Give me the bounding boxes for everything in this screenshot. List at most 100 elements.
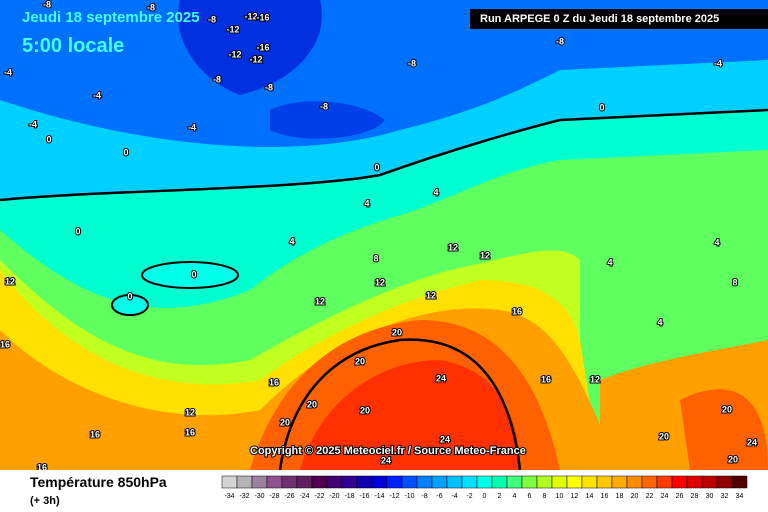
contour-label: 20 xyxy=(355,356,365,366)
contour-label: -12 xyxy=(244,11,257,21)
scale-swatch xyxy=(611,475,628,489)
contour-label: -4 xyxy=(188,122,196,132)
contour-label: 24 xyxy=(436,373,446,383)
contour-label: 12 xyxy=(426,290,436,300)
scale-label: -32 xyxy=(239,493,249,500)
map: Run ARPEGE 0 Z du Jeudi 18 septembre 202… xyxy=(0,0,768,473)
contour-label: 4 xyxy=(364,198,369,208)
contour-label: -16 xyxy=(256,42,269,52)
contour-label: 0 xyxy=(599,102,604,112)
scale-swatch xyxy=(371,475,388,489)
scale-swatch xyxy=(551,475,568,489)
scale-label: 28 xyxy=(691,493,699,500)
contour-label: 20 xyxy=(307,399,317,409)
contour-label: -8 xyxy=(265,82,273,92)
contour-label: 20 xyxy=(392,327,402,337)
scale-label: -14 xyxy=(374,493,384,500)
contour-label: -8 xyxy=(408,58,416,68)
scale-swatch xyxy=(296,475,313,489)
contour-label: 4 xyxy=(657,317,662,327)
contour-label: 8 xyxy=(732,277,737,287)
scale-label: 22 xyxy=(646,493,654,500)
scale-swatch xyxy=(536,475,553,489)
scale-swatch xyxy=(401,475,418,489)
scale-label: -12 xyxy=(389,493,399,500)
footer-subtitle: (+ 3h) xyxy=(30,495,60,507)
scale-label: -24 xyxy=(299,493,309,500)
scale-swatch xyxy=(566,475,583,489)
scale-swatch xyxy=(251,475,268,489)
scale-label: 16 xyxy=(601,493,609,500)
contour-label: 16 xyxy=(541,374,551,384)
scale-swatch xyxy=(641,475,658,489)
scale-label: -10 xyxy=(404,493,414,500)
contour-label: 20 xyxy=(659,431,669,441)
scale-label: 4 xyxy=(513,493,517,500)
scale-swatch xyxy=(581,475,598,489)
scale-label: 18 xyxy=(616,493,624,500)
scale-swatch xyxy=(356,475,373,489)
scale-swatch xyxy=(656,475,673,489)
contour-label: 4 xyxy=(607,257,612,267)
scale-swatch xyxy=(701,475,718,489)
scale-swatch xyxy=(671,475,688,489)
contour-label: -12 xyxy=(249,54,262,64)
scale-swatch xyxy=(281,475,298,489)
contour-label: 24 xyxy=(440,434,450,444)
scale-label: 30 xyxy=(706,493,714,500)
scale-swatch xyxy=(326,475,343,489)
contour-label: 0 xyxy=(374,162,379,172)
contour-label: 4 xyxy=(714,237,719,247)
contour-label: 12 xyxy=(480,250,490,260)
scale-label: -22 xyxy=(314,493,324,500)
scale-label: -20 xyxy=(329,493,339,500)
contour-label: 16 xyxy=(90,429,100,439)
contour-label: -4 xyxy=(4,67,12,77)
scale-swatch xyxy=(266,475,283,489)
scale-label: 24 xyxy=(661,493,669,500)
scale-label: 34 xyxy=(736,493,744,500)
contour-label: -8 xyxy=(147,2,155,12)
contour-label: -12 xyxy=(226,24,239,34)
scale-swatch xyxy=(476,475,493,489)
scale-label: -26 xyxy=(284,493,294,500)
contour-label: 8 xyxy=(373,253,378,263)
contour-label: 4 xyxy=(289,236,294,246)
scale-swatch xyxy=(311,475,328,489)
contour-label: 16 xyxy=(185,427,195,437)
scale-swatch xyxy=(341,475,358,489)
contour-label: -4 xyxy=(714,58,722,68)
contour-label: 12 xyxy=(590,374,600,384)
scale-label: -34 xyxy=(224,493,234,500)
map-time: 5:00 locale xyxy=(22,35,124,57)
scale-label: -30 xyxy=(254,493,264,500)
scale-swatch xyxy=(521,475,538,489)
scale-swatch xyxy=(446,475,463,489)
contour-label: -8 xyxy=(208,14,216,24)
scale-swatch xyxy=(461,475,478,489)
scale-label: -6 xyxy=(436,493,442,500)
scale-swatch xyxy=(431,475,448,489)
contour-label: 24 xyxy=(747,437,757,447)
contour-label: 24 xyxy=(381,455,391,465)
run-title: Run ARPEGE 0 Z du Jeudi 18 septembre 202… xyxy=(480,13,719,25)
contour-label: -4 xyxy=(29,119,37,129)
contour-label: -4 xyxy=(93,90,101,100)
scale-label: 12 xyxy=(571,493,579,500)
scale-swatch xyxy=(596,475,613,489)
contour-label: -8 xyxy=(43,0,51,9)
scale-label: 2 xyxy=(498,493,502,500)
contour-label: 20 xyxy=(360,405,370,415)
contour-label: 12 xyxy=(185,407,195,417)
scale-swatch xyxy=(416,475,433,489)
scale-label: 32 xyxy=(721,493,729,500)
scale-label: 0 xyxy=(483,493,487,500)
contour-label: 0 xyxy=(191,269,196,279)
scale-label: 20 xyxy=(631,493,639,500)
contour-label: 12 xyxy=(5,276,15,286)
contour-label: -16 xyxy=(256,12,269,22)
scale-swatch xyxy=(491,475,508,489)
scale-swatch xyxy=(221,475,238,489)
footer-title: Température 850hPa xyxy=(30,474,167,490)
